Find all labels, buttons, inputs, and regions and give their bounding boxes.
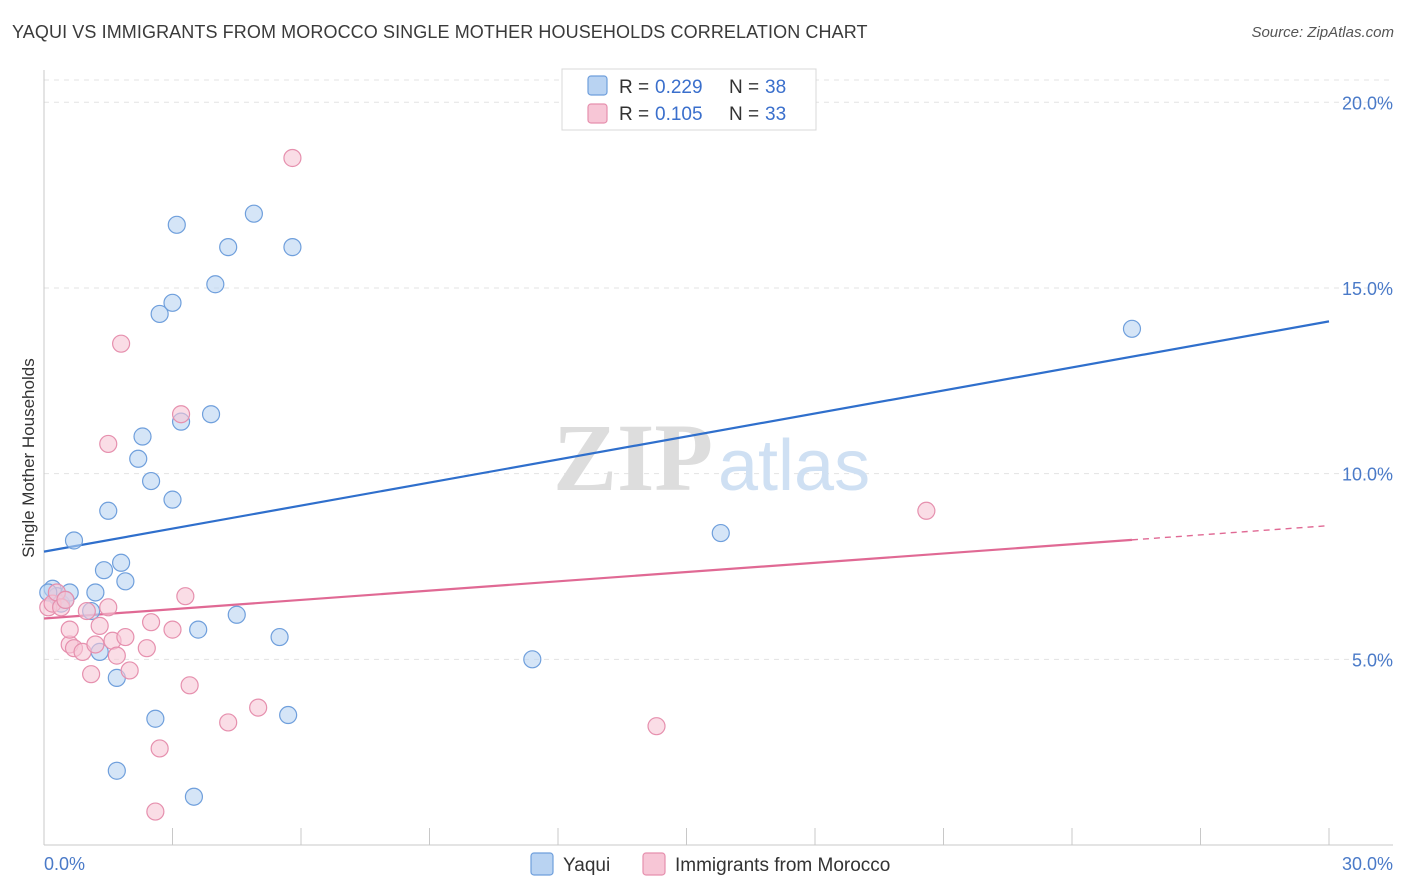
watermark-zip: ZIP: [553, 404, 713, 511]
trend-line-0: [43, 320, 1330, 553]
yaqui-point: [163, 293, 182, 312]
morocco-point: [219, 713, 238, 732]
morocco-point: [647, 717, 666, 736]
yaqui-point: [133, 427, 152, 446]
legend-n-value-yaqui: 38: [765, 77, 786, 98]
yaqui-point: [111, 553, 131, 572]
morocco-point: [171, 405, 191, 424]
bottom-legend-label-yaqui: Yaqui: [563, 855, 610, 876]
morocco-point: [249, 698, 268, 717]
yaqui-point: [523, 650, 542, 669]
morocco-point: [77, 601, 96, 621]
morocco-points: [39, 148, 936, 821]
trend-lines: [43, 320, 1330, 620]
legend-r-label-morocco: R =: [619, 104, 649, 125]
morocco-point: [56, 590, 75, 610]
yaqui-point: [184, 787, 204, 806]
morocco-point: [917, 501, 936, 520]
yaqui-point: [150, 304, 169, 324]
yaqui-point: [270, 627, 289, 647]
watermark-atlas: atlas: [718, 426, 870, 506]
morocco-point: [60, 620, 79, 639]
y-tick-label: 15.0%: [1342, 279, 1393, 299]
yaqui-points: [39, 204, 1142, 806]
morocco-point: [111, 334, 131, 353]
legend-r-value-morocco: 0.105: [655, 104, 703, 125]
morocco-point: [137, 639, 156, 658]
yaqui-point: [201, 405, 221, 424]
legend-n-value-morocco: 33: [765, 104, 786, 125]
legend-r-value-yaqui: 0.229: [655, 77, 703, 98]
watermark: ZIP atlas: [553, 404, 870, 511]
x-tick-label-min: 0.0%: [44, 854, 85, 874]
yaqui-point: [1122, 319, 1142, 338]
yaqui-point: [163, 490, 182, 509]
x-ticks: [172, 828, 1330, 845]
yaqui-point: [94, 561, 114, 580]
series-legend: Yaqui Immigrants from Morocco: [530, 852, 890, 876]
morocco-point: [99, 434, 118, 454]
trend-line-1: [43, 538, 1133, 620]
yaqui-point: [116, 572, 135, 591]
y-tick-labels: 5.0% 10.0% 15.0% 20.0%: [1342, 93, 1393, 670]
yaqui-point: [279, 705, 298, 725]
grid-lines: [44, 79, 1393, 660]
x-tick-label-max: 30.0%: [1342, 854, 1393, 874]
morocco-point: [99, 598, 118, 617]
legend-n-label-yaqui: N =: [729, 77, 759, 98]
legend-swatch-morocco: [587, 103, 608, 124]
morocco-point: [90, 616, 109, 635]
yaqui-point: [711, 523, 730, 543]
morocco-point: [141, 613, 161, 632]
morocco-point: [283, 148, 302, 168]
yaqui-point: [107, 761, 126, 780]
morocco-point: [86, 635, 105, 654]
morocco-point: [163, 620, 182, 639]
morocco-point: [82, 665, 101, 684]
yaqui-point: [64, 531, 84, 550]
legend-n-label-morocco: N =: [729, 104, 759, 125]
axes: [43, 70, 1393, 846]
legend-swatch-yaqui: [587, 75, 608, 96]
morocco-point: [150, 739, 169, 758]
bottom-legend-swatch-yaqui: [530, 852, 554, 876]
bottom-legend-swatch-morocco: [642, 852, 666, 876]
yaqui-point: [146, 709, 165, 728]
bottom-legend-label-morocco: Immigrants from Morocco: [675, 855, 890, 876]
correlation-legend: R = 0.229 N = 38 R = 0.105 N = 33: [561, 68, 817, 131]
y-tick-label: 5.0%: [1352, 650, 1393, 670]
chart-title: YAQUI VS IMMIGRANTS FROM MOROCCO SINGLE …: [12, 22, 868, 42]
yaqui-point: [283, 238, 302, 257]
morocco-point: [176, 587, 195, 606]
yaqui-point: [219, 238, 238, 257]
y-tick-label: 20.0%: [1342, 93, 1393, 113]
morocco-point: [107, 646, 126, 665]
yaqui-point: [99, 501, 118, 520]
yaqui-point: [129, 449, 148, 468]
yaqui-point: [86, 583, 105, 602]
yaqui-point: [189, 620, 208, 639]
trend-line-dashed-1: [1131, 524, 1330, 541]
yaqui-point: [227, 605, 246, 624]
y-tick-label: 10.0%: [1342, 465, 1393, 485]
morocco-point: [180, 676, 199, 695]
morocco-point: [146, 802, 165, 821]
yaqui-point: [167, 215, 186, 234]
legend-r-label-yaqui: R =: [619, 77, 649, 98]
morocco-point: [116, 627, 135, 647]
y-axis-title: Single Mother Households: [19, 358, 38, 557]
yaqui-point: [206, 275, 225, 294]
morocco-point: [120, 661, 139, 680]
yaqui-point: [244, 204, 263, 223]
yaqui-point: [141, 471, 161, 491]
source-label: Source: ZipAtlas.com: [1251, 24, 1394, 41]
